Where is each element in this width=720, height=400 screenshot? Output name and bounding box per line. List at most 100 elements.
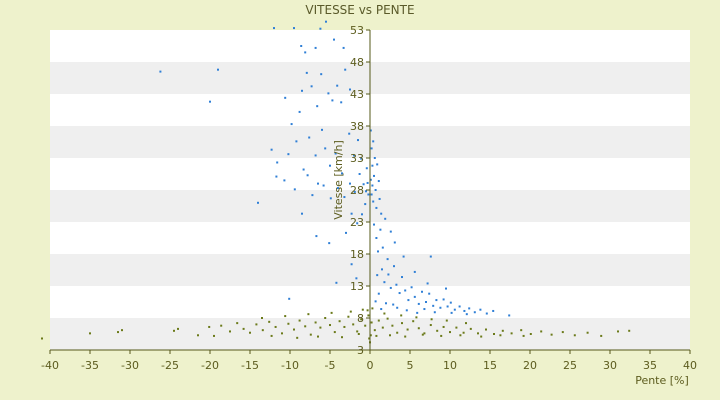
data-point-blue [446, 305, 449, 308]
data-point-blue [450, 311, 453, 314]
data-point-green [304, 325, 307, 328]
data-point-blue [334, 152, 337, 155]
data-point-green [220, 324, 223, 327]
data-point-blue [378, 197, 381, 200]
data-point-green [356, 330, 359, 333]
data-point-blue [385, 302, 387, 305]
data-point-blue [329, 197, 332, 200]
data-point-blue [376, 163, 379, 166]
data-point-blue [432, 304, 435, 307]
data-point-green [329, 324, 331, 327]
data-point-green [445, 319, 448, 322]
data-point-blue [381, 246, 384, 249]
x-tick-label: 10 [443, 359, 457, 372]
data-point-blue [395, 283, 398, 286]
data-point-blue [485, 312, 488, 315]
data-point-green [430, 318, 433, 321]
x-axis-label: Pente [%] [635, 374, 689, 387]
data-point-blue [413, 270, 416, 273]
data-point-green [377, 319, 380, 322]
data-point-green [480, 335, 483, 338]
data-point-green [330, 311, 333, 314]
data-point-blue [345, 231, 347, 234]
data-point-green [268, 320, 271, 323]
data-point-blue [275, 175, 278, 178]
data-point-blue [373, 223, 375, 226]
data-point-blue [468, 307, 471, 310]
data-point-blue [159, 70, 162, 73]
data-point-green [493, 333, 495, 335]
data-point-green [540, 330, 543, 333]
data-point-green [373, 329, 376, 332]
data-point-blue [387, 273, 390, 276]
data-point-blue [389, 230, 392, 233]
data-point-blue [445, 287, 447, 290]
data-point-blue [295, 140, 298, 143]
data-point-blue [384, 217, 387, 220]
data-point-green [617, 330, 619, 333]
data-point-blue [349, 88, 351, 91]
data-point-blue [383, 281, 386, 284]
data-point-green [389, 334, 391, 337]
data-point-blue [301, 212, 303, 215]
x-tick-label: 0 [367, 359, 374, 372]
data-point-blue [379, 228, 382, 231]
data-point-blue [377, 292, 380, 295]
x-tick-label: 5 [407, 359, 414, 372]
x-tick-label: -35 [81, 359, 99, 372]
data-point-green [341, 336, 343, 339]
x-tick-label: -25 [161, 359, 179, 372]
data-point-blue [376, 274, 379, 277]
data-point-blue [353, 154, 355, 157]
data-point-green [367, 314, 370, 317]
x-tick-label: 35 [643, 359, 657, 372]
data-point-green [309, 333, 312, 336]
data-point-blue [273, 27, 275, 30]
data-point-green [261, 329, 264, 332]
data-point-blue [315, 235, 318, 238]
data-point-blue [398, 292, 401, 295]
data-point-green [391, 324, 394, 327]
y-tick-label: 23 [350, 216, 364, 229]
data-point-blue [314, 154, 317, 157]
data-point-blue [348, 132, 351, 135]
data-point-blue [341, 172, 343, 175]
data-point-blue [413, 295, 416, 298]
data-point-blue [209, 100, 211, 103]
data-point-blue [463, 309, 466, 312]
data-point-blue [374, 300, 377, 303]
data-point-blue [284, 96, 287, 99]
data-point-green [600, 334, 603, 337]
data-point-blue [479, 308, 482, 311]
data-point-green [449, 331, 451, 334]
data-point-green [121, 329, 123, 332]
data-point-blue [350, 263, 353, 266]
data-point-blue [371, 164, 374, 167]
data-point-blue [426, 282, 429, 285]
data-point-blue [381, 268, 383, 271]
data-point-blue [301, 89, 303, 92]
data-point-green [287, 322, 290, 325]
data-point-blue [465, 313, 468, 316]
data-point-blue [371, 184, 374, 187]
y-axis-label: Vitesse [km/h] [332, 140, 345, 220]
data-point-blue [417, 302, 420, 305]
data-point-green [440, 334, 443, 337]
data-point-blue [407, 299, 410, 302]
data-point-green [465, 322, 467, 325]
data-point-blue [340, 101, 343, 104]
data-point-blue [405, 309, 408, 312]
data-point-green [343, 325, 346, 328]
data-point-green [386, 317, 389, 320]
data-point-green [314, 321, 317, 324]
data-point-blue [342, 46, 345, 49]
data-point-blue [442, 298, 445, 301]
data-point-blue [425, 301, 427, 303]
data-point-green [274, 325, 277, 328]
data-point-blue [358, 173, 361, 175]
data-point-blue [369, 129, 372, 132]
y-tick-label: 33 [350, 152, 364, 165]
data-point-blue [343, 196, 346, 199]
x-tick-label: -40 [41, 359, 59, 372]
